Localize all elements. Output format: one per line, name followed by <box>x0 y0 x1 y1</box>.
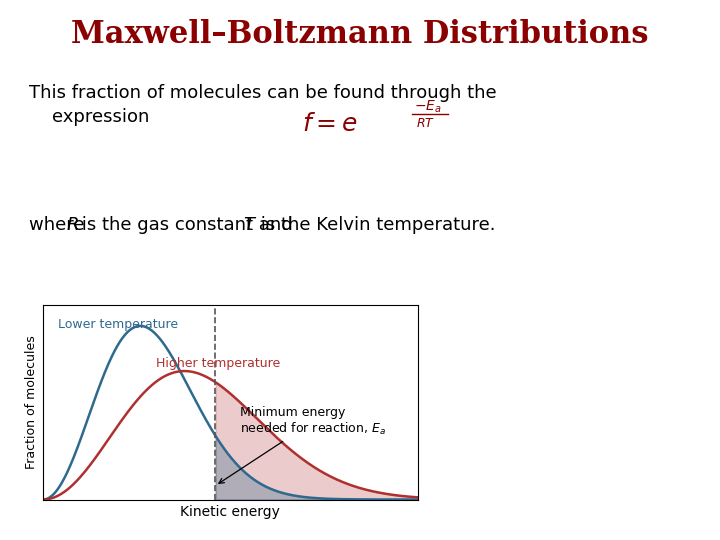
Text: is the Kelvin temperature.: is the Kelvin temperature. <box>255 216 495 234</box>
Text: $\mathit{RT}$: $\mathit{RT}$ <box>416 117 436 130</box>
Text: Maxwell–Boltzmann Distributions: Maxwell–Boltzmann Distributions <box>71 19 649 50</box>
Text: where: where <box>29 216 90 234</box>
X-axis label: Kinetic energy: Kinetic energy <box>181 505 280 519</box>
Text: This fraction of molecules can be found through the: This fraction of molecules can be found … <box>29 84 496 102</box>
Text: Lower temperature: Lower temperature <box>58 319 179 332</box>
Text: Higher temperature: Higher temperature <box>156 357 280 370</box>
Text: $\mathit{T}$: $\mathit{T}$ <box>243 216 258 234</box>
Text: expression: expression <box>29 108 149 126</box>
Text: $\mathit{f} = \mathit{e}$: $\mathit{f} = \mathit{e}$ <box>302 113 358 136</box>
Y-axis label: Fraction of molecules: Fraction of molecules <box>24 335 37 469</box>
Text: $\mathit{R}$: $\mathit{R}$ <box>66 216 79 234</box>
Text: $\mathit{-E_a}$: $\mathit{-E_a}$ <box>414 99 442 115</box>
Text: Minimum energy
needed for reaction, $E_a$: Minimum energy needed for reaction, $E_a… <box>219 406 387 483</box>
Text: is the gas constant and: is the gas constant and <box>76 216 299 234</box>
